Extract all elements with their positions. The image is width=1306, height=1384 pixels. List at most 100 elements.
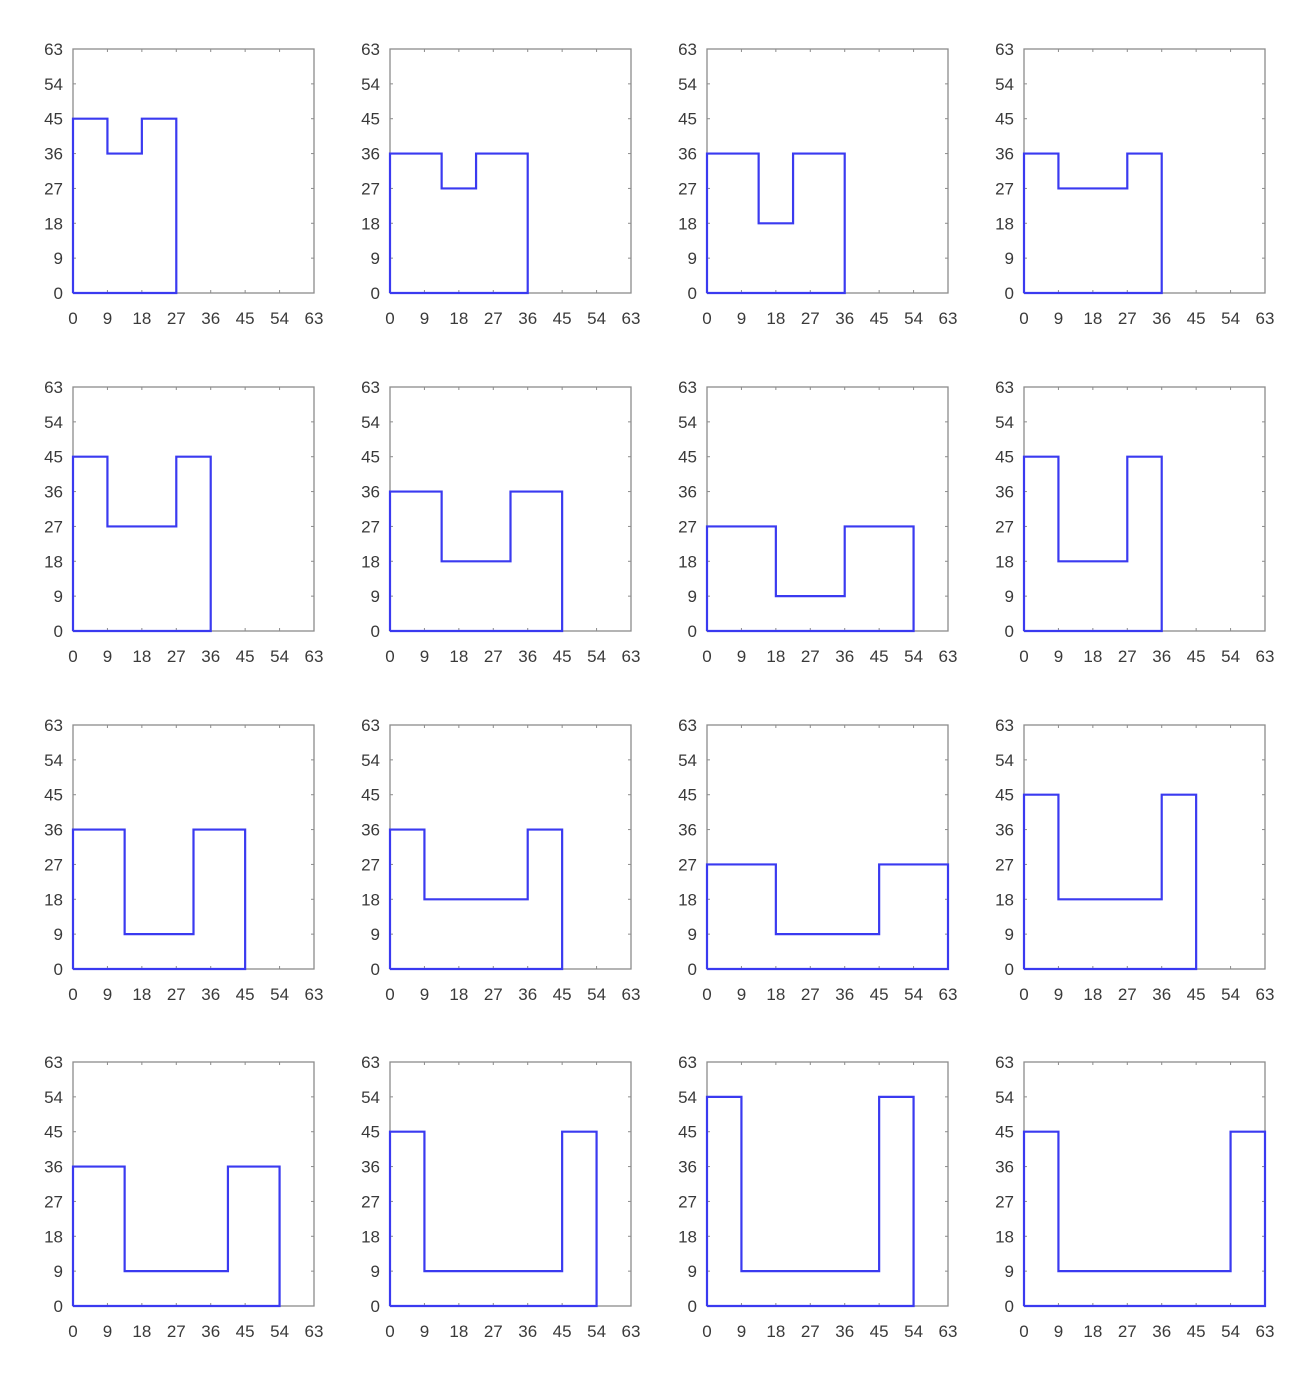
subplot-1: 0 9 18 27 36 45 54 63 0 9 18 27 36 45 54 63	[44, 40, 323, 328]
series-line	[705, 1095, 915, 1308]
x-tick-label: 36	[201, 647, 220, 666]
x-tick-label: 63	[622, 647, 641, 666]
x-tick-label: 18	[132, 647, 151, 666]
x-tick-label: 0	[702, 1322, 711, 1341]
y-tick-label: 27	[678, 179, 697, 198]
series-line	[388, 828, 564, 971]
y-tick-label: 45	[44, 786, 63, 805]
x-tick-label: 54	[904, 309, 923, 328]
y-tick-label: 63	[995, 40, 1014, 59]
x-tick-label: 9	[103, 1322, 112, 1341]
x-tick-label: 27	[801, 985, 820, 1004]
y-tick-label: 63	[678, 378, 697, 397]
y-tick-label: 27	[995, 855, 1014, 874]
y-tick-label: 9	[371, 587, 380, 606]
y-tick-label: 45	[995, 448, 1014, 467]
subplot-11: 0 9 18 27 36 45 54 63 0 9 18 27 36 45 54 63	[678, 716, 957, 1004]
x-tick-label: 18	[1083, 309, 1102, 328]
x-tick-label: 0	[702, 309, 711, 328]
x-tick-label: 54	[270, 985, 289, 1004]
x-tick-label: 27	[801, 647, 820, 666]
y-tick-label: 27	[995, 179, 1014, 198]
x-tick-label: 45	[553, 985, 572, 1004]
x-tick-label: 27	[1118, 1322, 1137, 1341]
y-tick-label: 45	[361, 786, 380, 805]
y-tick-label: 9	[54, 249, 63, 268]
y-tick-label: 54	[44, 1088, 63, 1107]
y-tick-label: 36	[361, 1158, 380, 1177]
series-line	[71, 117, 178, 295]
x-tick-label: 36	[201, 985, 220, 1004]
y-tick-label: 36	[361, 145, 380, 164]
x-tick-label: 36	[1152, 309, 1171, 328]
y-tick-label: 63	[995, 716, 1014, 735]
x-tick-label: 18	[766, 647, 785, 666]
subplot-9: 0 9 18 27 36 45 54 63 0 9 18 27 36 45 54 63	[44, 716, 323, 1004]
x-tick-label: 18	[449, 1322, 468, 1341]
x-tick-label: 27	[484, 1322, 503, 1341]
series-line	[71, 828, 247, 971]
series-line	[71, 455, 212, 633]
axes-box	[706, 724, 949, 970]
x-tick-label: 36	[518, 647, 537, 666]
y-tick-label: 54	[995, 751, 1014, 770]
x-tick-label: 18	[132, 985, 151, 1004]
x-tick-label: 45	[236, 1322, 255, 1341]
x-tick-label: 9	[737, 309, 746, 328]
axes-box	[72, 386, 315, 632]
x-tick-label: 9	[103, 985, 112, 1004]
x-tick-label: 36	[835, 985, 854, 1004]
y-tick-label: 0	[54, 1297, 63, 1316]
y-tick-label: 0	[371, 960, 380, 979]
x-tick-label: 54	[1221, 1322, 1240, 1341]
series-line	[388, 1130, 598, 1308]
series-line	[705, 525, 915, 633]
x-tick-label: 45	[1187, 985, 1206, 1004]
y-tick-label: 18	[361, 214, 380, 233]
x-tick-label: 63	[939, 985, 958, 1004]
y-tick-label: 45	[995, 786, 1014, 805]
y-tick-label: 36	[44, 145, 63, 164]
y-tick-label: 54	[361, 751, 380, 770]
y-tick-label: 63	[678, 1053, 697, 1072]
y-tick-label: 0	[688, 1297, 697, 1316]
x-tick-label: 36	[518, 309, 537, 328]
y-tick-label: 27	[678, 855, 697, 874]
x-tick-label: 54	[270, 309, 289, 328]
y-tick-label: 18	[361, 890, 380, 909]
y-tick-label: 18	[44, 214, 63, 233]
y-tick-label: 63	[44, 1053, 63, 1072]
subplot-14: 0 9 18 27 36 45 54 63 0 9 18 27 36 45 54 63	[361, 1053, 640, 1341]
x-tick-label: 63	[305, 985, 324, 1004]
y-tick-label: 0	[54, 284, 63, 303]
x-tick-label: 0	[1019, 985, 1028, 1004]
y-tick-label: 0	[1005, 960, 1014, 979]
y-tick-label: 45	[361, 448, 380, 467]
y-tick-label: 54	[44, 75, 63, 94]
y-tick-label: 9	[54, 1262, 63, 1281]
y-tick-label: 18	[361, 552, 380, 571]
x-tick-label: 63	[305, 309, 324, 328]
y-tick-label: 36	[678, 483, 697, 502]
y-tick-label: 18	[678, 214, 697, 233]
y-tick-label: 63	[995, 378, 1014, 397]
subplot-3: 0 9 18 27 36 45 54 63 0 9 18 27 36 45 54 63	[678, 40, 957, 328]
y-tick-label: 36	[361, 483, 380, 502]
y-tick-label: 45	[44, 1123, 63, 1142]
y-tick-label: 45	[995, 110, 1014, 129]
x-tick-label: 63	[1256, 309, 1275, 328]
x-tick-label: 9	[420, 985, 429, 1004]
x-tick-label: 27	[484, 309, 503, 328]
y-tick-label: 63	[678, 40, 697, 59]
series-line	[1022, 152, 1163, 295]
x-tick-label: 18	[132, 309, 151, 328]
subplot-7: 0 9 18 27 36 45 54 63 0 9 18 27 36 45 54 63	[678, 378, 957, 666]
y-tick-label: 18	[678, 890, 697, 909]
y-tick-label: 27	[44, 517, 63, 536]
x-tick-label: 63	[939, 647, 958, 666]
axes-box	[706, 1061, 949, 1307]
x-tick-label: 0	[1019, 647, 1028, 666]
y-tick-label: 9	[371, 1262, 380, 1281]
y-tick-label: 9	[54, 587, 63, 606]
y-tick-label: 18	[995, 890, 1014, 909]
